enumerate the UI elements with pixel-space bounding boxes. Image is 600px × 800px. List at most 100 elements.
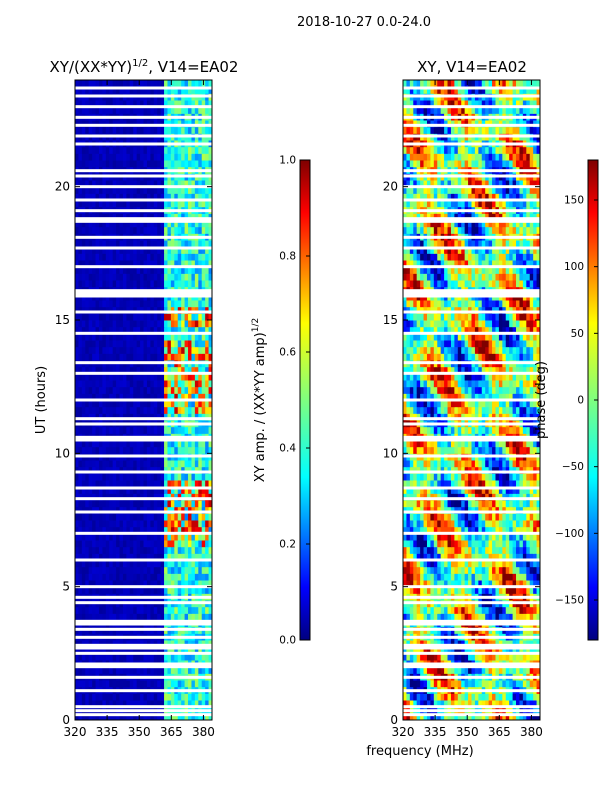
heatmap-cell bbox=[140, 366, 144, 374]
heatmap-cell bbox=[143, 680, 148, 688]
heatmap-cell bbox=[153, 340, 158, 348]
heatmap-cell bbox=[191, 680, 196, 688]
heatmap-cell bbox=[116, 213, 121, 221]
heatmap-cell bbox=[150, 240, 155, 248]
heatmap-cell bbox=[191, 386, 196, 394]
heatmap-cell bbox=[92, 80, 97, 88]
heatmap-cell bbox=[81, 160, 86, 168]
heatmap-cell bbox=[194, 260, 199, 268]
heatmap-cell bbox=[430, 546, 435, 554]
heatmap-cell bbox=[194, 300, 199, 308]
heatmap-cell bbox=[133, 266, 138, 274]
heatmap-cell bbox=[516, 586, 520, 594]
heatmap-cell bbox=[126, 580, 131, 588]
heatmap-cell bbox=[122, 193, 127, 201]
heatmap-cell bbox=[136, 313, 141, 321]
heatmap-cell bbox=[170, 226, 175, 234]
heatmap-cell bbox=[102, 160, 107, 168]
heatmap-cell bbox=[457, 680, 462, 688]
heatmap-cell bbox=[92, 326, 97, 334]
heatmap-cell bbox=[102, 226, 107, 234]
heatmap-cell bbox=[143, 100, 148, 108]
heatmap-cell bbox=[191, 413, 196, 421]
heatmap-cell bbox=[454, 653, 459, 661]
heatmap-cell bbox=[105, 513, 110, 521]
heatmap-cell bbox=[112, 700, 117, 708]
heatmap-cell bbox=[519, 580, 524, 588]
heatmap-cell bbox=[426, 700, 431, 708]
y-tick-label: 15 bbox=[55, 313, 70, 327]
heatmap-cell bbox=[133, 466, 138, 474]
heatmap-cell bbox=[201, 393, 206, 401]
heatmap-cell bbox=[488, 546, 493, 554]
heatmap-cell bbox=[81, 460, 86, 468]
heatmap-cell bbox=[119, 653, 124, 661]
heatmap-cell bbox=[133, 160, 138, 168]
heatmap-cell bbox=[181, 466, 186, 474]
heatmap-cell bbox=[167, 393, 172, 401]
heatmap-cell bbox=[160, 466, 165, 474]
heatmap-cell bbox=[498, 713, 503, 720]
heatmap-cell bbox=[136, 446, 141, 454]
heatmap-cell bbox=[181, 353, 186, 361]
heatmap-cell bbox=[184, 400, 189, 408]
heatmap-cell bbox=[143, 413, 148, 421]
heatmap-cell bbox=[153, 80, 158, 88]
heatmap-cell bbox=[170, 393, 175, 401]
heatmap-cell bbox=[133, 680, 138, 688]
heatmap-cell bbox=[191, 613, 196, 621]
heatmap-cell bbox=[98, 200, 103, 208]
heatmap-cell bbox=[205, 180, 210, 188]
heatmap-cell bbox=[75, 553, 79, 561]
heatmap-cell bbox=[188, 526, 192, 534]
heatmap-cell bbox=[109, 606, 114, 614]
heatmap-cell bbox=[191, 266, 196, 274]
heatmap-cell bbox=[88, 480, 93, 488]
heatmap-cell bbox=[184, 553, 189, 561]
heatmap-cell bbox=[201, 500, 206, 508]
flagged-gap bbox=[75, 675, 212, 679]
heatmap-cell bbox=[416, 553, 421, 561]
heatmap-cell bbox=[160, 300, 165, 308]
heatmap-cell bbox=[129, 493, 134, 501]
heatmap-cell bbox=[160, 573, 165, 581]
heatmap-cell bbox=[512, 580, 517, 588]
heatmap-cell bbox=[119, 406, 124, 414]
heatmap-cell bbox=[457, 573, 462, 581]
heatmap-cell bbox=[133, 713, 138, 720]
heatmap-cell bbox=[164, 260, 168, 268]
heatmap-cell bbox=[92, 680, 97, 688]
heatmap-cell bbox=[194, 666, 199, 674]
heatmap-cell bbox=[170, 573, 175, 581]
heatmap-cell bbox=[522, 653, 527, 661]
heatmap-cell bbox=[409, 586, 414, 594]
heatmap-cell bbox=[146, 273, 151, 281]
heatmap-cell bbox=[150, 440, 155, 448]
heatmap-cell bbox=[105, 80, 110, 88]
heatmap-cell bbox=[92, 213, 97, 221]
x-tick-label: 350 bbox=[128, 725, 151, 739]
heatmap-cell bbox=[201, 180, 206, 188]
heatmap-cell bbox=[81, 473, 86, 481]
heatmap-cell bbox=[129, 313, 134, 321]
heatmap-cell bbox=[105, 100, 110, 108]
heatmap-cell bbox=[433, 553, 438, 561]
heatmap-cell bbox=[157, 586, 162, 594]
heatmap-cell bbox=[167, 640, 172, 648]
heatmap-cell bbox=[188, 393, 192, 401]
heatmap-cell bbox=[177, 680, 182, 688]
heatmap-cell bbox=[153, 153, 158, 161]
heatmap-cell bbox=[150, 426, 155, 434]
heatmap-cell bbox=[112, 553, 117, 561]
heatmap-cell bbox=[512, 546, 517, 554]
heatmap-cell bbox=[160, 506, 165, 514]
heatmap-cell bbox=[509, 573, 514, 581]
heatmap-cell bbox=[81, 100, 86, 108]
heatmap-cell bbox=[509, 553, 514, 561]
heatmap-cell bbox=[201, 386, 206, 394]
heatmap-cell bbox=[150, 700, 155, 708]
heatmap-cell bbox=[174, 580, 179, 588]
heatmap-cell bbox=[198, 273, 203, 281]
heatmap-cell bbox=[184, 606, 189, 614]
heatmap-cell bbox=[105, 380, 110, 388]
